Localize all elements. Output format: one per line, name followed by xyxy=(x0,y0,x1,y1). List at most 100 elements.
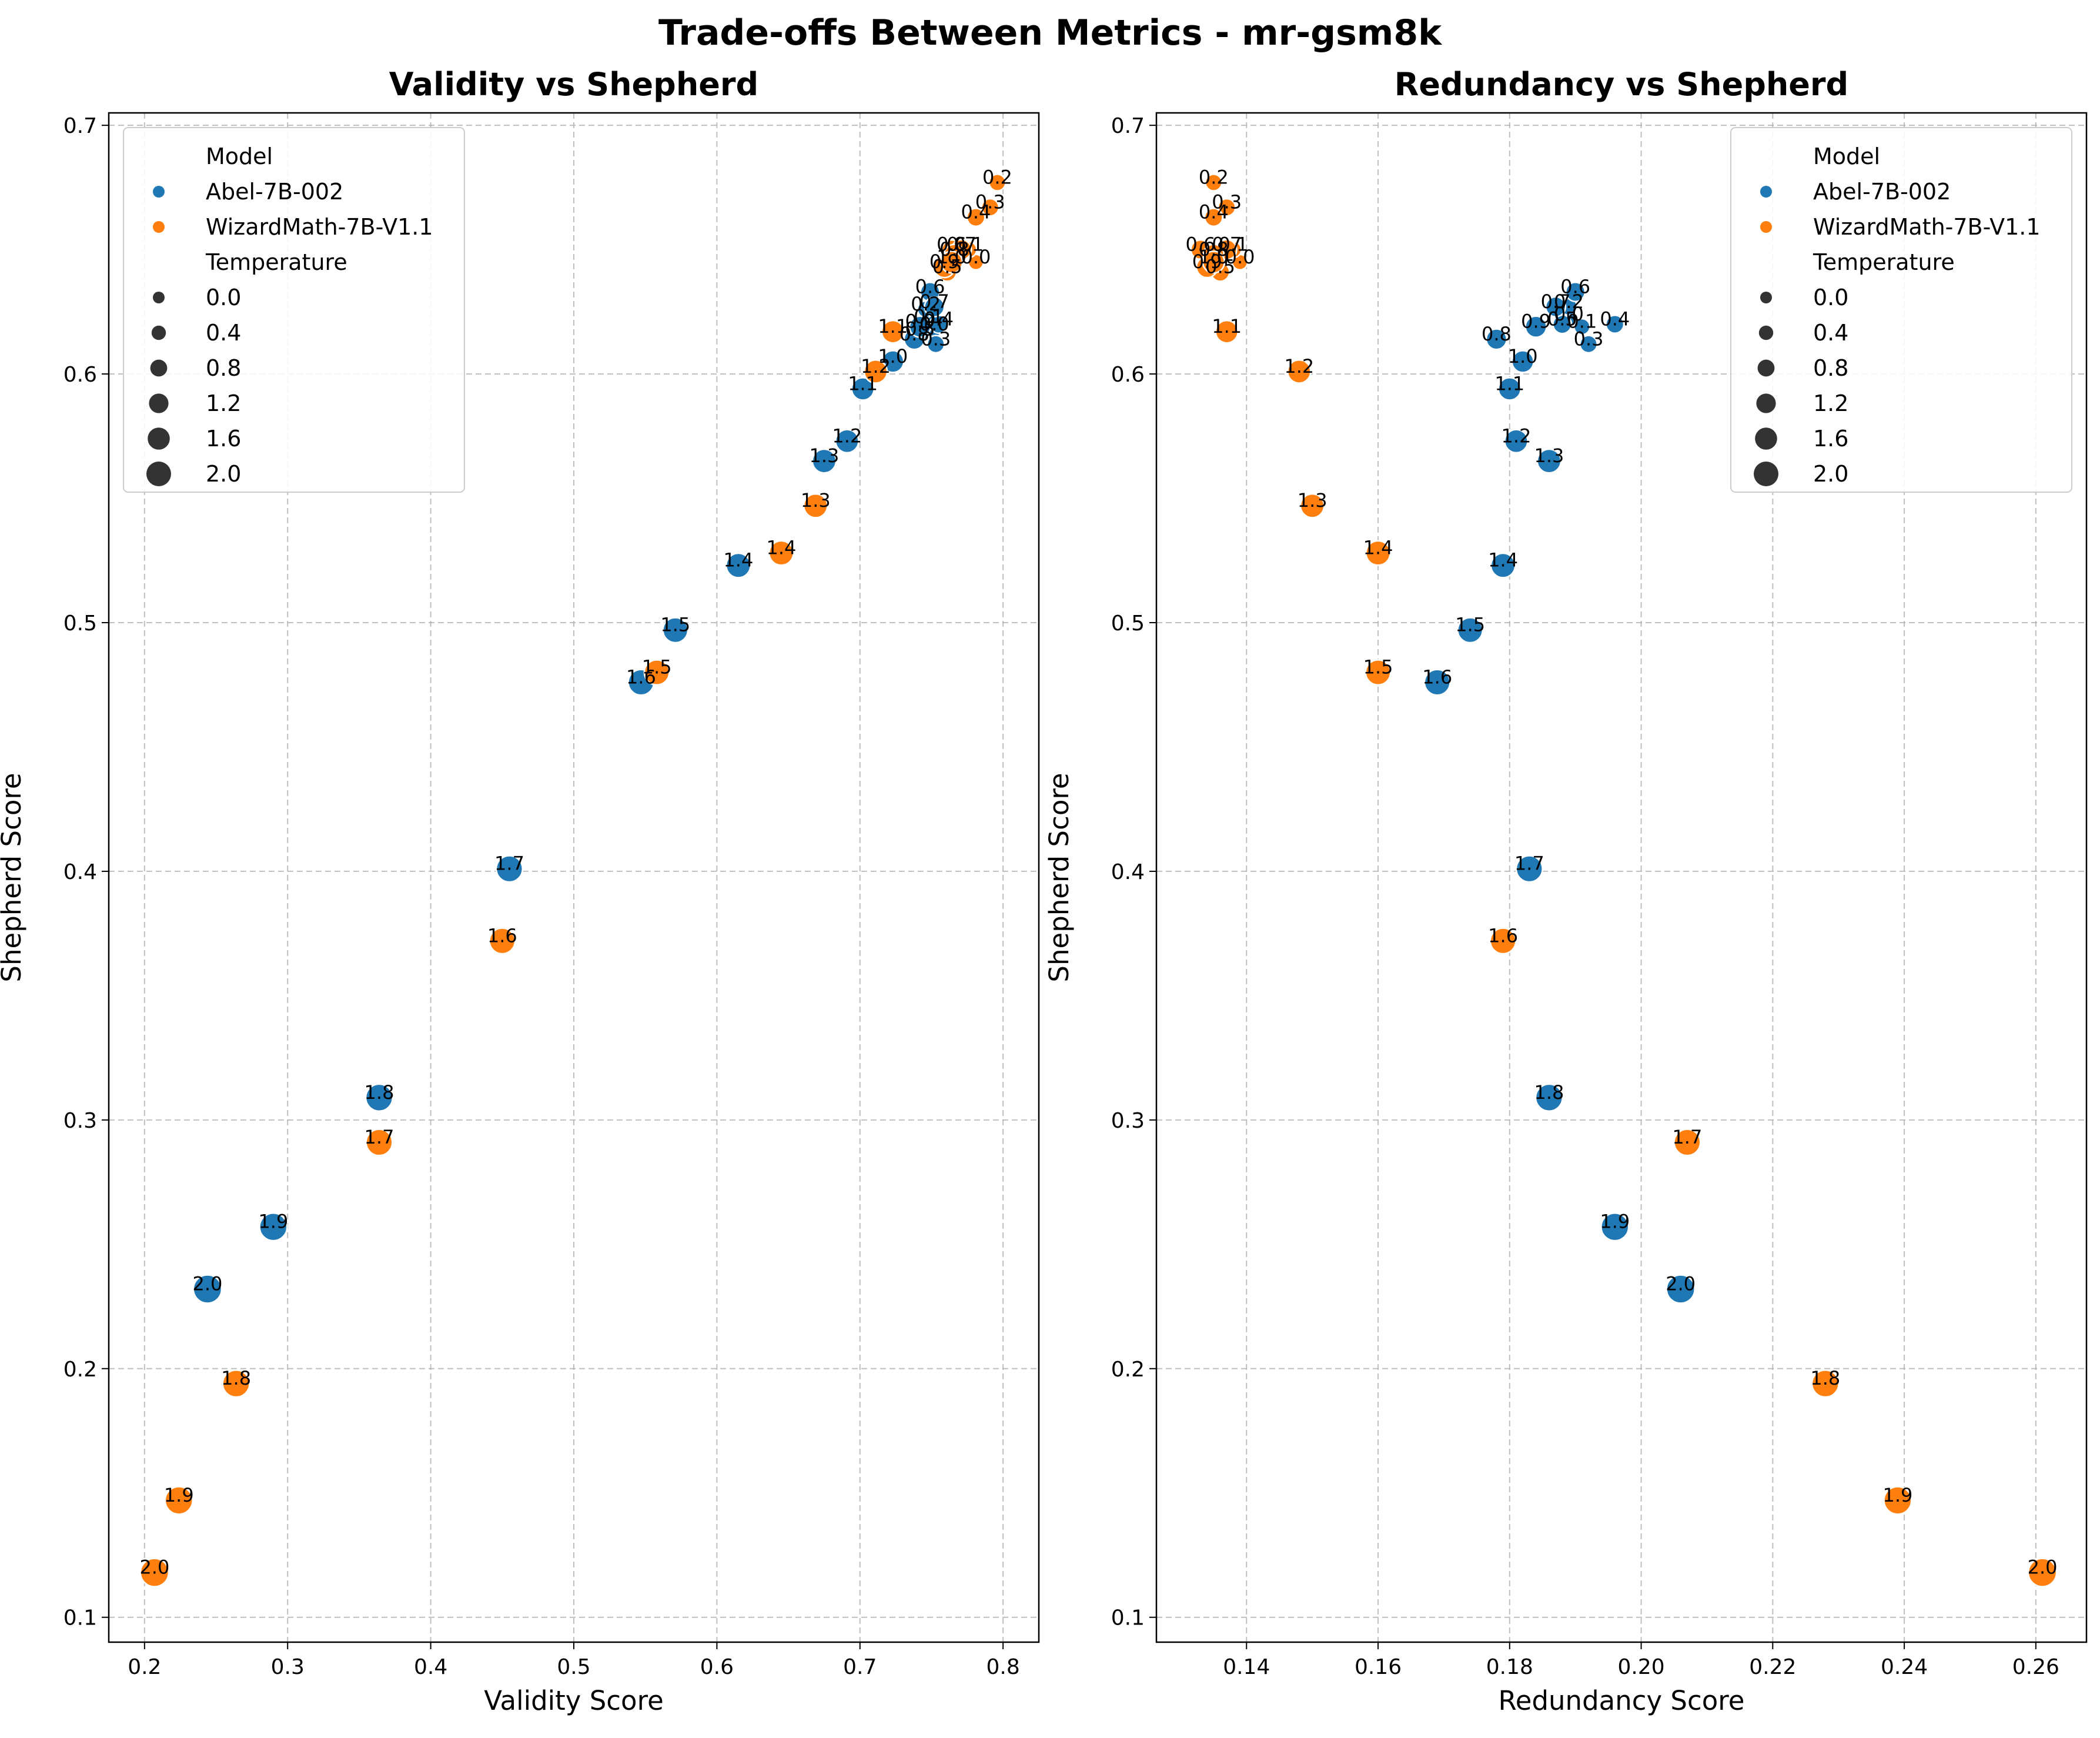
y-tick-label: 0.3 xyxy=(63,1109,97,1133)
y-tick-label: 0.6 xyxy=(63,363,97,387)
point-label: 1.0 xyxy=(1508,345,1538,367)
point-label: 1.9 xyxy=(1600,1211,1630,1233)
y-tick-label: 0.4 xyxy=(1111,860,1145,884)
point-label: 1.8 xyxy=(221,1367,251,1389)
x-axis-label: Redundancy Score xyxy=(1499,1685,1745,1716)
point-label: 1.3 xyxy=(809,444,839,467)
point-label: 1.4 xyxy=(1488,549,1518,571)
point-label: 2.0 xyxy=(2028,1556,2058,1579)
y-tick-label: 0.2 xyxy=(1111,1358,1145,1382)
legend-size-marker xyxy=(151,360,168,377)
point-label: 1.8 xyxy=(1534,1081,1564,1104)
legend-size-label: 1.6 xyxy=(1813,426,1848,452)
point-label: 2.0 xyxy=(192,1272,222,1295)
legend-title-temperature: Temperature xyxy=(1813,249,1955,275)
legend-marker xyxy=(153,221,165,233)
point-label: 1.1 xyxy=(1212,315,1242,337)
y-tick-label: 0.2 xyxy=(63,1358,97,1382)
y-tick-label: 0.3 xyxy=(1111,1109,1145,1133)
legend-title-temperature: Temperature xyxy=(205,249,347,275)
legend-entry: WizardMath-7B-V1.1 xyxy=(206,214,433,240)
y-tick-label: 0.4 xyxy=(63,860,97,884)
legend-marker xyxy=(153,186,165,198)
x-tick-label: 0.7 xyxy=(843,1655,877,1679)
point-label: 1.8 xyxy=(1810,1367,1840,1389)
legend-title-model: Model xyxy=(1813,143,1880,169)
y-tick-label: 0.7 xyxy=(1111,114,1145,138)
point-label: 1.9 xyxy=(1882,1484,1912,1506)
point-label: 0.4 xyxy=(961,201,991,223)
point-label: 0.8 xyxy=(1482,323,1512,345)
point-label: 1.7 xyxy=(1672,1126,1702,1148)
legend-size-marker xyxy=(1758,360,1775,377)
legend-size-label: 0.8 xyxy=(1813,355,1848,381)
y-axis-label: Shepherd Score xyxy=(0,773,27,982)
x-axis-label: Validity Score xyxy=(484,1685,664,1716)
point-label: 1.0 xyxy=(1199,246,1229,268)
point-label: 1.2 xyxy=(861,355,891,377)
point-label: 1.5 xyxy=(642,656,672,679)
point-label: 0.9 xyxy=(1521,310,1551,333)
legend-size-label: 2.0 xyxy=(206,461,241,487)
legend-size-marker xyxy=(149,393,168,413)
x-tick-label: 0.8 xyxy=(987,1655,1020,1679)
legend-marker xyxy=(1760,221,1772,233)
legend-size-marker xyxy=(148,427,170,450)
point-label: 1.5 xyxy=(1363,656,1393,679)
point-label: 1.6 xyxy=(1422,666,1452,688)
legend: Model Abel-7B-002 WizardMath-7B-V1.1 Temper… xyxy=(1731,128,2072,492)
legend-size-label: 0.4 xyxy=(206,320,241,346)
legend: Model Abel-7B-002 WizardMath-7B-V1.1 Temper… xyxy=(123,128,464,492)
panel-title: Redundancy vs Shepherd xyxy=(1395,66,1848,103)
point-label: 0.4 xyxy=(1600,308,1630,330)
point-label: 0.7 xyxy=(1541,290,1571,313)
point-label: 1.3 xyxy=(1534,444,1564,467)
y-tick-label: 0.6 xyxy=(1111,363,1145,387)
point-label: 0.9 xyxy=(905,310,935,333)
y-tick-label: 0.5 xyxy=(1111,611,1145,636)
legend-size-marker xyxy=(153,292,165,303)
legend-marker xyxy=(1760,186,1772,198)
y-tick-label: 0.7 xyxy=(63,114,97,138)
legend-entry: Abel-7B-002 xyxy=(1813,179,1951,205)
point-label: 0.2 xyxy=(982,166,1012,188)
point-label: 1.7 xyxy=(365,1126,394,1148)
legend-size-marker xyxy=(1760,292,1772,303)
point-label: 1.2 xyxy=(1502,425,1531,447)
point-label: 1.5 xyxy=(660,614,690,636)
legend-size-label: 0.0 xyxy=(1813,285,1848,310)
point-label: 1.0 xyxy=(937,246,967,268)
x-tick-label: 0.22 xyxy=(1749,1655,1796,1679)
point-label: 1.4 xyxy=(1363,537,1393,559)
point-label: 1.7 xyxy=(1514,853,1544,875)
legend-size-marker xyxy=(146,462,171,486)
legend-size-label: 1.2 xyxy=(1813,390,1848,416)
y-tick-label: 0.1 xyxy=(1111,1606,1145,1630)
point-label: 1.3 xyxy=(1298,489,1327,512)
panel-title: Validity vs Shepherd xyxy=(389,66,758,103)
x-tick-label: 0.20 xyxy=(1617,1655,1664,1679)
legend-size-label: 1.2 xyxy=(206,390,241,416)
point-label: 1.4 xyxy=(723,549,753,571)
point-label: 0.3 xyxy=(1574,327,1604,350)
y-axis-label: Shepherd Score xyxy=(1044,773,1075,982)
point-label: 0.7 xyxy=(919,290,949,313)
legend-size-label: 1.6 xyxy=(206,426,241,452)
legend-size-marker xyxy=(1754,462,1778,486)
legend-size-label: 0.8 xyxy=(206,355,241,381)
y-tick-label: 0.5 xyxy=(63,611,97,636)
point-label: 1.3 xyxy=(801,489,831,512)
point-label: 0.2 xyxy=(1199,166,1229,188)
point-label: 0.4 xyxy=(1199,201,1229,223)
point-label: 2.0 xyxy=(139,1556,169,1579)
point-label: 2.0 xyxy=(1666,1272,1696,1295)
point-label: 1.9 xyxy=(164,1484,194,1506)
x-tick-label: 0.14 xyxy=(1223,1655,1270,1679)
point-label: 1.7 xyxy=(494,853,524,875)
legend-size-marker xyxy=(1756,393,1775,413)
point-label: 1.9 xyxy=(258,1211,288,1233)
x-tick-label: 0.26 xyxy=(2012,1655,2059,1679)
y-tick-label: 0.1 xyxy=(63,1606,97,1630)
x-tick-label: 0.5 xyxy=(557,1655,590,1679)
